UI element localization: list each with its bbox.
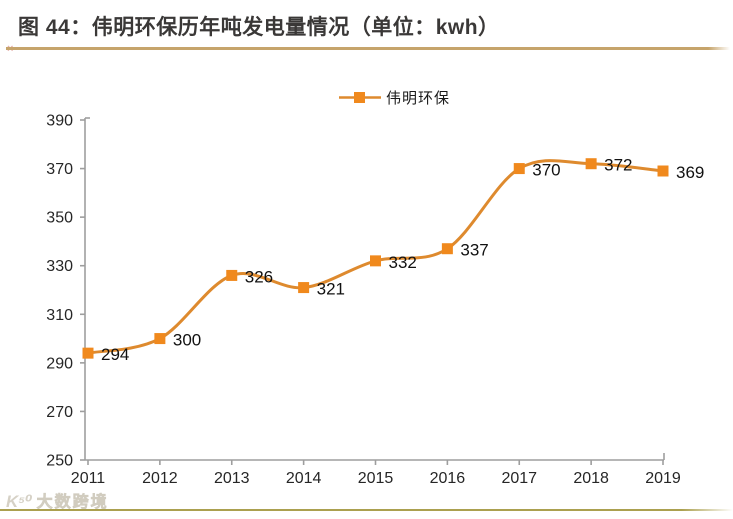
y-axis-tick-label: 390 — [46, 113, 73, 130]
data-point-marker — [154, 333, 166, 345]
x-axis-tick-label: 2015 — [358, 470, 394, 487]
bottom-gold-rule — [0, 509, 733, 511]
x-axis-tick-label: 2011 — [71, 470, 106, 487]
y-tick-labels: 250 270 290 310 330 350 370 390 — [46, 113, 73, 470]
y-axis-tick-label: 330 — [46, 258, 73, 275]
watermark: K⁵⁰ 大数跨境 — [6, 488, 109, 512]
data-point-label: 294 — [101, 345, 129, 364]
data-point-marker — [370, 255, 381, 267]
x-axis-tick-label: 2018 — [573, 470, 609, 487]
x-axis-tick-label: 2012 — [142, 470, 178, 487]
y-axis-tick-label: 270 — [46, 404, 73, 421]
x-axis-tick-label: 2014 — [286, 470, 322, 487]
x-axis-tick-label: 2019 — [645, 470, 681, 487]
x-tick-labels: 2011 2012 2013 2014 2015 2016 2017 2018 2019 — [71, 470, 681, 487]
x-axis-tick-label: 2017 — [501, 470, 537, 487]
y-axis-tick-label: 310 — [46, 307, 73, 324]
watermark-text: 大数跨境 — [36, 494, 109, 512]
header-gold-rule — [6, 47, 730, 50]
series-markers — [82, 158, 669, 359]
axes — [80, 117, 665, 465]
data-point-label: 321 — [317, 280, 345, 299]
data-point-label: 300 — [173, 331, 201, 350]
y-axis-tick-label: 350 — [46, 210, 73, 227]
data-point-label: 326 — [245, 267, 273, 286]
data-point-marker — [226, 269, 238, 281]
data-point-label: 372 — [604, 156, 632, 175]
data-point-marker — [298, 282, 310, 294]
legend-series-label: 伟明环保 — [386, 90, 451, 107]
data-point-marker — [82, 347, 94, 359]
legend-marker-icon — [339, 92, 381, 103]
x-axis-tick-label: 2013 — [214, 470, 250, 487]
data-point-marker — [441, 243, 453, 255]
y-axis-tick-label: 370 — [46, 161, 73, 178]
chart-legend: 伟明环保 — [339, 87, 450, 108]
data-point-label: 332 — [389, 253, 417, 272]
data-point-label: 370 — [532, 161, 560, 180]
figure-title: 图 44：伟明环保历年吨发电量情况（单位：kwh） — [18, 16, 500, 39]
data-point-marker — [513, 163, 525, 175]
data-point-marker — [657, 165, 669, 177]
watermark-logo-icon: K⁵⁰ — [6, 492, 33, 511]
y-axis-tick-label: 250 — [46, 453, 73, 470]
y-axis-tick-label: 290 — [46, 355, 73, 372]
data-point-marker — [585, 158, 597, 170]
data-point-label: 337 — [460, 241, 488, 260]
data-point-label: 369 — [676, 163, 704, 182]
x-axis-tick-label: 2016 — [430, 470, 466, 487]
data-labels: 294 300 326 321 332 337 370 372 369 — [101, 156, 704, 364]
